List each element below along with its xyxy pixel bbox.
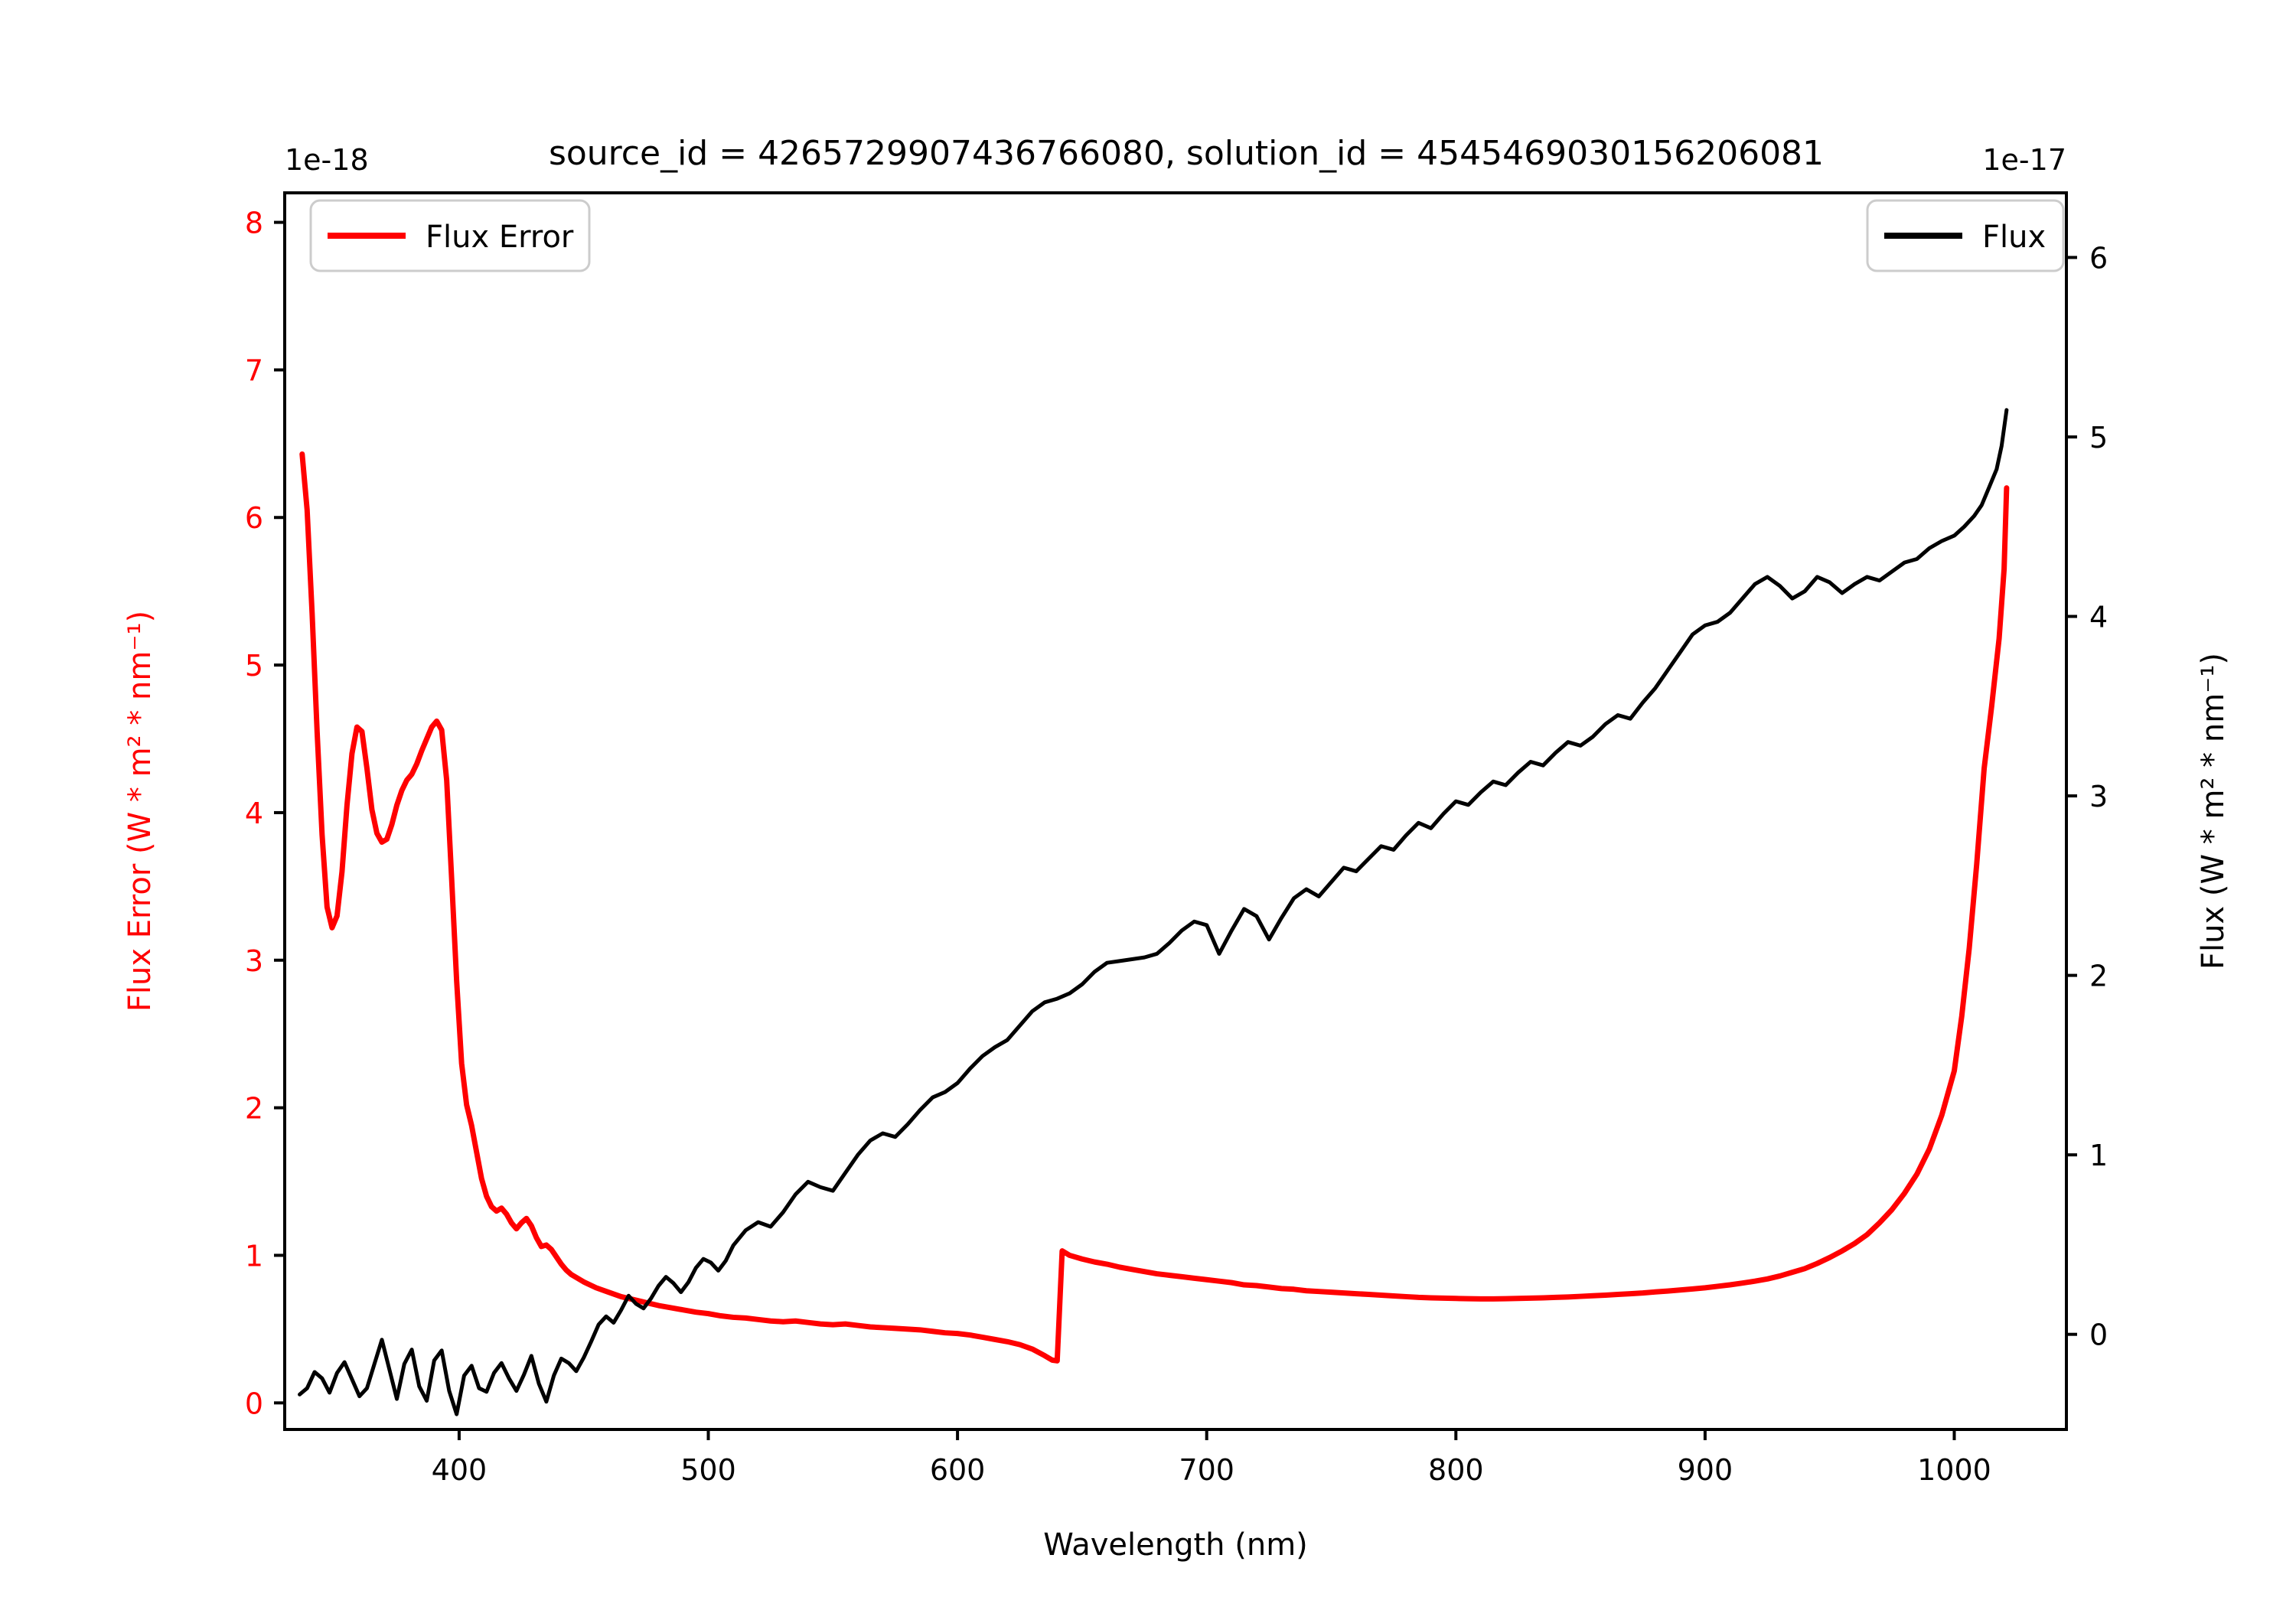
data-series-layer	[298, 408, 2010, 1416]
y-axis-left-label: Flux Error (W * m² * nm⁻¹)	[122, 611, 158, 1012]
x-tick-label: 500	[680, 1453, 736, 1487]
series-flux-error	[299, 451, 2010, 1364]
x-tick-label: 600	[930, 1453, 986, 1487]
y-left-tick-label: 5	[245, 649, 263, 683]
right-axis-offset-text: 1e-17	[1982, 143, 2066, 177]
legend-flux-error[interactable]: Flux Error	[309, 199, 591, 272]
y-right-tick-label: 3	[2089, 780, 2108, 813]
legend-flux-error-box	[309, 199, 591, 272]
legend-flux[interactable]: Flux	[1866, 199, 2065, 272]
axis-ticks-layer: 400 500 600 700 800 900 1000 0 1 2 3 4 5 6 7 8 0 1 2 3 4 5 6	[245, 207, 2108, 1487]
x-tick-label: 900	[1678, 1453, 1733, 1487]
y-left-tick-label: 1	[245, 1239, 263, 1273]
x-tick-label: 700	[1179, 1453, 1234, 1487]
y-left-tick-label: 8	[245, 207, 263, 240]
y-right-tick-label: 1	[2089, 1139, 2108, 1172]
legend-flux-box	[1866, 199, 2065, 272]
y-right-tick-label: 4	[2089, 601, 2108, 634]
y-left-tick-label: 4	[245, 797, 263, 830]
legend-flux-label: Flux	[1982, 220, 2046, 255]
series-flux	[298, 408, 2009, 1416]
x-tick-label: 800	[1428, 1453, 1484, 1487]
y-left-tick-label: 2	[245, 1092, 263, 1126]
x-tick-label: 400	[432, 1453, 488, 1487]
y-left-tick-label: 7	[245, 354, 263, 387]
y-right-tick-label: 5	[2089, 421, 2108, 455]
y-axis-right-label: Flux (W * m² * nm⁻¹)	[2196, 653, 2231, 970]
x-tick-label: 1000	[1917, 1453, 1991, 1487]
y-right-tick-label: 6	[2089, 241, 2108, 275]
y-right-tick-label: 0	[2089, 1319, 2108, 1352]
y-left-tick-label: 6	[245, 501, 263, 535]
x-axis-label: Wavelength (nm)	[1043, 1527, 1308, 1563]
y-left-tick-label: 3	[245, 944, 263, 978]
legend-flux-error-label: Flux Error	[426, 220, 574, 255]
page-title: source_id = 4265729907436766080, solutio…	[549, 134, 1824, 173]
left-axis-offset-text: 1e-18	[285, 143, 369, 177]
plot-area-background	[285, 193, 2066, 1429]
axes-frame	[283, 191, 2068, 1431]
y-right-tick-label: 2	[2089, 960, 2108, 993]
y-left-tick-label: 0	[245, 1387, 263, 1420]
